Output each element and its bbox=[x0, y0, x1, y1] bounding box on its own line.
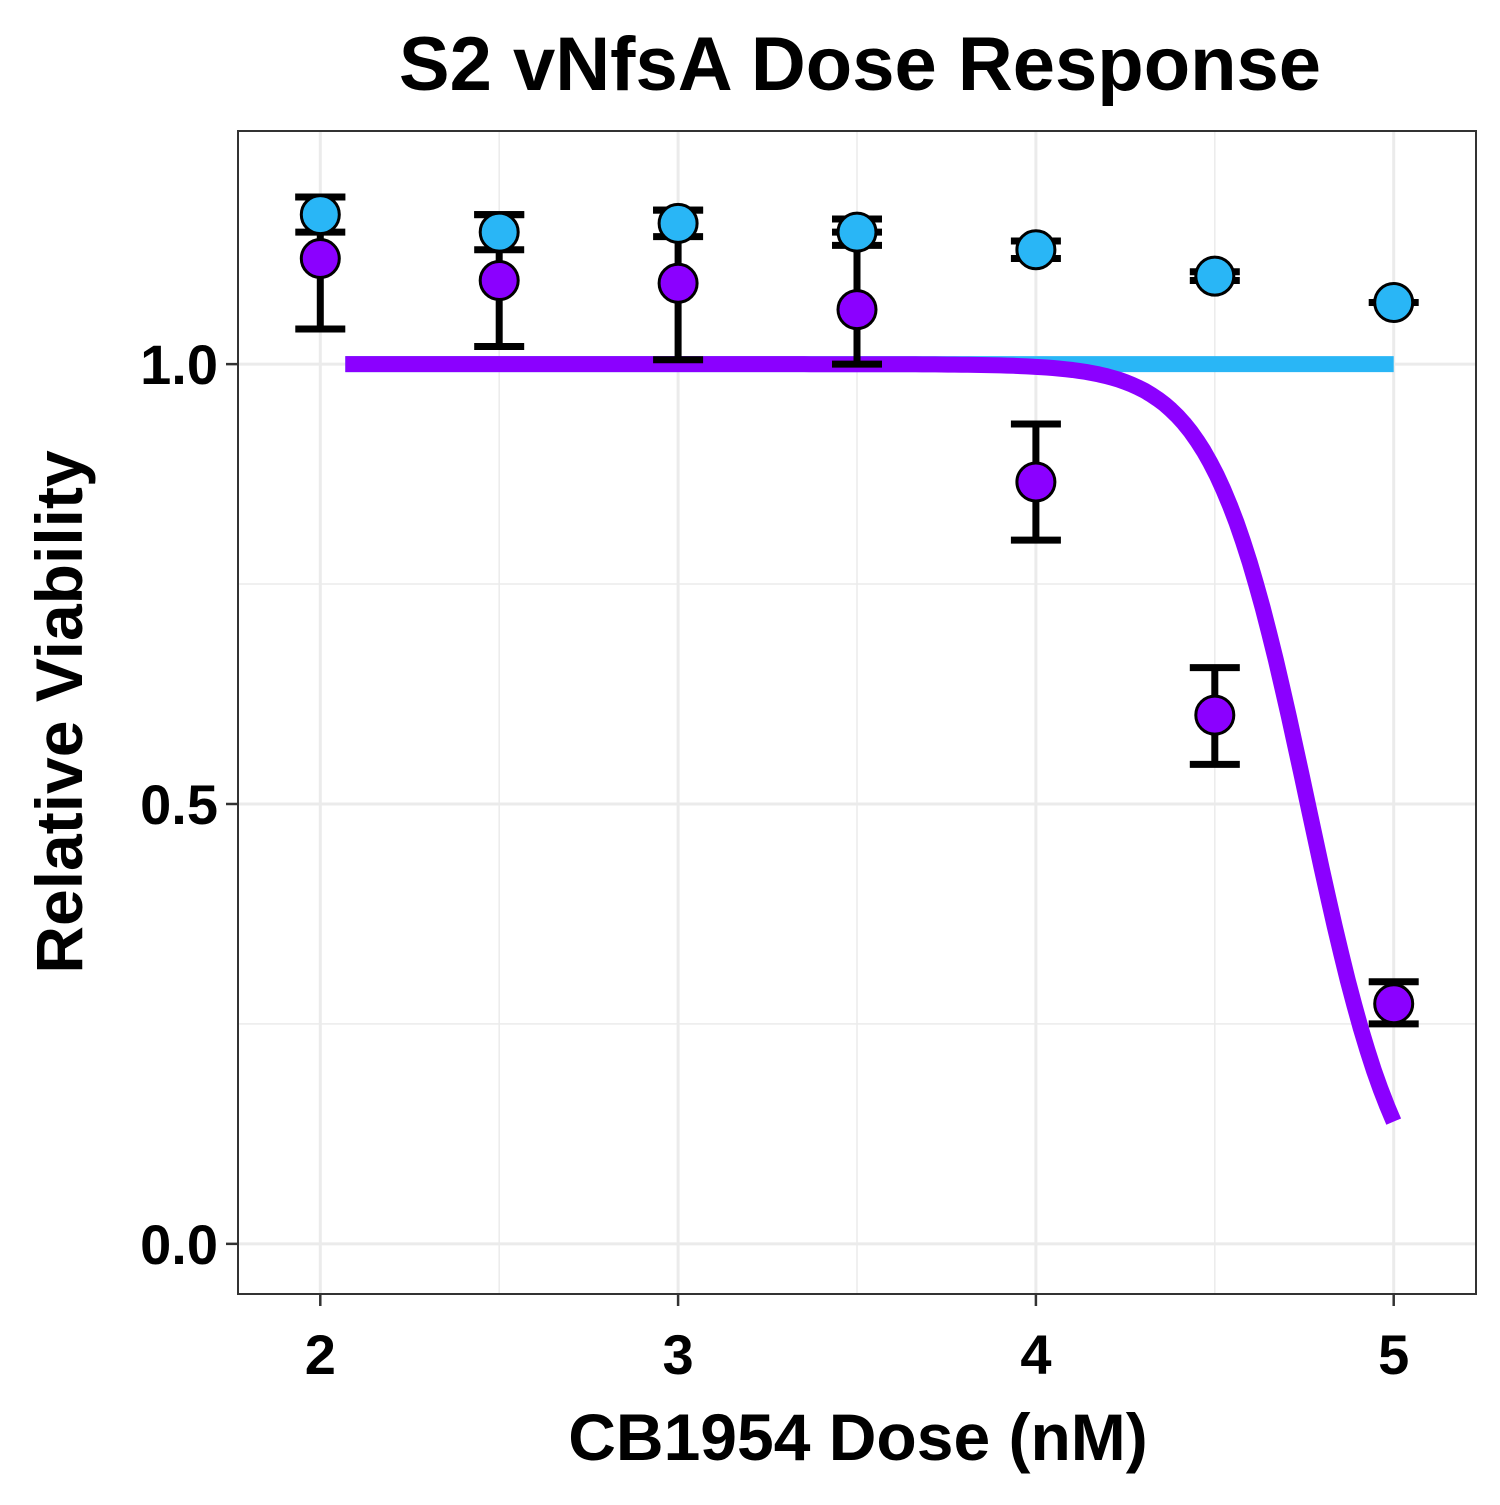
axes: 2 3 4 5 0.0 0.5 1.0 bbox=[140, 333, 1409, 1386]
x-axis-title: CB1954 Dose (nM) bbox=[568, 1400, 1147, 1474]
data-point bbox=[1373, 983, 1415, 1025]
x-tick-label: 5 bbox=[1378, 1323, 1409, 1386]
x-tick-label: 3 bbox=[663, 1323, 694, 1386]
data-point bbox=[1194, 694, 1236, 736]
data-point bbox=[836, 211, 878, 253]
x-tick-label: 4 bbox=[1020, 1323, 1051, 1386]
data-point bbox=[657, 262, 699, 304]
data-point bbox=[478, 260, 520, 302]
data-point bbox=[1373, 282, 1415, 324]
x-tick-label: 2 bbox=[305, 1323, 336, 1386]
y-tick-label: 0.5 bbox=[140, 773, 218, 836]
data-point bbox=[478, 211, 520, 253]
data-point bbox=[1015, 461, 1057, 503]
data-points bbox=[299, 194, 1415, 1025]
data-point bbox=[657, 202, 699, 244]
data-point bbox=[836, 289, 878, 331]
data-point bbox=[1194, 255, 1236, 297]
y-axis-title: Relative Viability bbox=[22, 450, 96, 974]
data-point bbox=[299, 194, 341, 236]
chart-title: S2 vNfsA Dose Response bbox=[399, 22, 1321, 107]
data-point bbox=[1015, 229, 1057, 271]
data-point bbox=[299, 238, 341, 280]
y-tick-label: 1.0 bbox=[140, 333, 218, 396]
y-tick-label: 0.0 bbox=[140, 1213, 218, 1276]
plot-panel-border bbox=[237, 130, 1477, 1295]
